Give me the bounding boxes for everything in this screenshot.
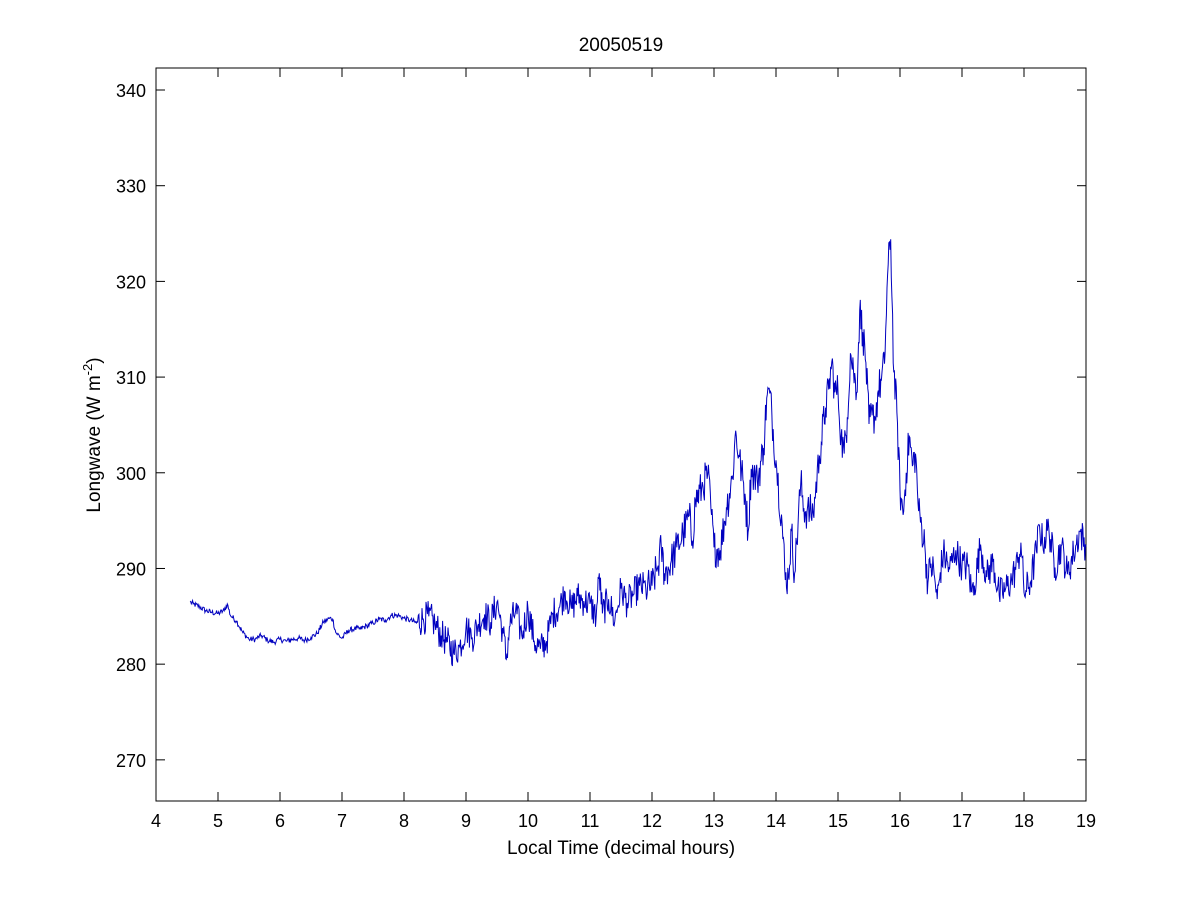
- x-tick-label: 9: [461, 811, 471, 831]
- x-tick-label: 15: [828, 811, 848, 831]
- y-tick-label: 340: [116, 81, 146, 101]
- y-tick-label: 290: [116, 559, 146, 579]
- y-axis-label-closing: ): [84, 357, 105, 363]
- x-tick-label: 13: [704, 811, 724, 831]
- x-tick-label: 18: [1014, 811, 1034, 831]
- x-axis-label: Local Time (decimal hours): [507, 838, 735, 859]
- y-axis-label-superscript: -2: [80, 364, 95, 376]
- x-tick-label: 12: [642, 811, 662, 831]
- x-tick-label: 11: [581, 811, 600, 831]
- chart-title: 20050519: [579, 35, 664, 56]
- x-tick-label: 8: [399, 811, 409, 831]
- x-tick-label: 10: [518, 811, 538, 831]
- x-tick-label: 14: [766, 811, 786, 831]
- y-tick-label: 320: [116, 272, 146, 292]
- x-tick-label: 17: [952, 811, 972, 831]
- x-tick-label: 4: [151, 811, 161, 831]
- tick-labels: 4 5 6 7 8 9 10 11 12 13 14 15 16 17 18 19 270 280 290 300 31…: [116, 81, 1096, 831]
- y-tick-label: 270: [116, 751, 146, 771]
- x-tick-label: 6: [275, 811, 285, 831]
- y-tick-label: 310: [116, 368, 146, 388]
- y-axis-label: Longwave (W m-2): [80, 357, 105, 512]
- y-tick-label: 300: [116, 464, 146, 484]
- y-axis-label-base: Longwave (W m: [84, 375, 105, 512]
- x-tick-label: 7: [337, 811, 347, 831]
- x-tick-label: 19: [1076, 811, 1096, 831]
- series-line: [189, 239, 1087, 667]
- x-tick-label: 5: [213, 811, 223, 831]
- x-tick-label: 16: [890, 811, 910, 831]
- plot-area: [155, 67, 1087, 802]
- ticks: [155, 68, 1087, 801]
- y-tick-label: 280: [116, 655, 146, 675]
- y-tick-label: 330: [116, 177, 146, 197]
